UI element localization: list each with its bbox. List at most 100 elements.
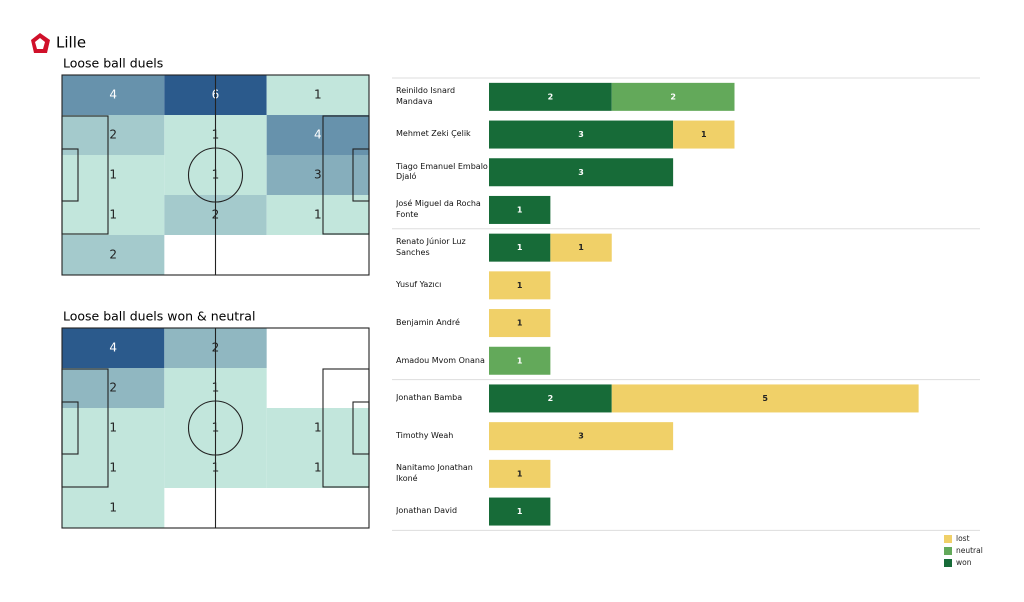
chart-title: Loose ball duels won & neutral xyxy=(63,309,255,324)
cell-label: 1 xyxy=(314,88,322,102)
category-label: Jonathan Bamba xyxy=(396,393,463,403)
cell-label: 1 xyxy=(109,208,117,222)
bar-segment xyxy=(489,82,612,111)
bar-label: 1 xyxy=(578,243,584,252)
cell-label: 3 xyxy=(314,168,322,182)
cell-label: 4 xyxy=(109,341,117,355)
heatmap: 4 22 11 1 11 1 11 xyxy=(61,327,370,529)
bar-label: 1 xyxy=(517,243,523,252)
cell-label: 1 xyxy=(109,501,117,515)
chart-title: Loose ball duels xyxy=(63,56,163,71)
bar-label: 2 xyxy=(548,92,554,101)
heat-cell xyxy=(62,115,165,155)
cell-label: 4 xyxy=(314,128,322,142)
cell-label: 1 xyxy=(109,461,117,475)
bar-segment xyxy=(550,233,612,262)
bar-label: 3 xyxy=(578,432,584,441)
category-label: Yusuf Yazıcı xyxy=(396,280,442,290)
bar-label: 1 xyxy=(517,281,523,290)
legend-swatch xyxy=(944,547,952,555)
heat-cell xyxy=(62,155,165,195)
bar-label: 1 xyxy=(517,507,523,516)
heat-cell xyxy=(62,328,165,368)
heat-cell xyxy=(62,195,165,235)
category-label: Nanitamo Jonathan Ikoné xyxy=(396,463,473,483)
bar-label: 5 xyxy=(762,394,768,403)
cell-label: 1 xyxy=(109,421,117,435)
category-label: Yusuf Yazıcı xyxy=(396,280,442,290)
bar-label: 1 xyxy=(517,205,523,214)
cell-label: 1 xyxy=(314,208,322,222)
category-label: Amadou Mvom Onana xyxy=(396,355,485,365)
pitch-line xyxy=(352,401,370,455)
category-label: Jonathan David xyxy=(396,506,458,516)
cell-label: 1 xyxy=(314,421,322,435)
bar-segment xyxy=(489,195,551,224)
heat-cell xyxy=(266,155,369,195)
category-label: Renato Júnior Luz Sanches xyxy=(396,237,466,257)
bar-label: 3 xyxy=(578,168,584,177)
cell-label: 1 xyxy=(109,168,117,182)
heat-cell xyxy=(62,75,165,115)
bar-segment xyxy=(611,384,919,413)
category-label: Tiago Emanuel Embalo Djaló xyxy=(396,161,488,182)
cell-label: 2 xyxy=(109,381,117,395)
bar-label: 1 xyxy=(701,130,707,139)
bar-segment xyxy=(489,459,551,488)
bar-segment xyxy=(489,233,551,262)
bar-segment xyxy=(489,346,551,375)
bar-segment xyxy=(673,120,735,149)
bar-label: 1 xyxy=(517,356,523,365)
bar-segment xyxy=(489,120,674,149)
heat-cell xyxy=(266,75,369,115)
category-label: Benjamin André xyxy=(396,317,460,327)
bar-segment xyxy=(489,422,674,451)
cell-label: 1 xyxy=(314,461,322,475)
bar-segment xyxy=(611,82,735,111)
category-label: Nanitamo Jonathan Ikoné xyxy=(396,463,473,483)
category-label: Amadou Mvom Onana xyxy=(396,355,485,365)
team-name: Lille xyxy=(56,34,86,52)
bar-label: 2 xyxy=(548,394,554,403)
cell-label: 4 xyxy=(109,88,117,102)
bar-label: 3 xyxy=(578,130,584,139)
bar-label: 1 xyxy=(517,319,523,328)
pitch-line xyxy=(187,400,244,456)
bar-segment xyxy=(489,158,674,187)
category-label: Benjamin André xyxy=(396,317,460,327)
heat-cell xyxy=(62,235,165,275)
legend-label: lost xyxy=(956,534,970,543)
heat-cell xyxy=(62,448,165,488)
category-label: Jonathan David xyxy=(396,506,458,516)
heat-cell xyxy=(266,115,369,155)
heat-cell xyxy=(266,195,369,235)
category-label: Jonathan Bamba xyxy=(396,393,463,403)
heatmap: 4 6 12 1 41 1 31 2 12 xyxy=(61,74,370,276)
legend-swatch xyxy=(944,559,952,567)
bar-segment xyxy=(489,309,551,338)
bar-label: 1 xyxy=(517,469,523,478)
category-label: Mehmet Zeki Çelik xyxy=(396,129,471,139)
category-label: José Miguel da Rocha Fonte xyxy=(396,199,481,219)
cell-label: 2 xyxy=(109,248,117,262)
legend-swatch xyxy=(944,535,952,543)
category-label: Reinildo Isnard Mandava xyxy=(396,86,456,106)
category-label: José Miguel da Rocha Fonte xyxy=(396,199,481,219)
category-label: Mehmet Zeki Çelik xyxy=(396,129,471,139)
legend-label: neutral xyxy=(956,546,983,555)
legend-label: won xyxy=(956,558,972,567)
category-label: Timothy Weah xyxy=(396,430,454,440)
pitch-line xyxy=(61,148,79,202)
pitch-line xyxy=(352,148,370,202)
bar-segment xyxy=(489,271,551,300)
bar-label: 2 xyxy=(670,92,676,101)
pitch-line xyxy=(61,401,79,455)
heat-cell xyxy=(62,368,165,408)
heat-cell xyxy=(62,408,165,448)
bar-segment xyxy=(489,384,612,413)
bar-chart: Reinildo Isnard Mandava 2 2 Mehmet Zeki Çel… xyxy=(392,77,983,567)
category-label: Reinildo Isnard Mandava xyxy=(396,86,456,106)
category-label: Renato Júnior Luz Sanches xyxy=(396,237,466,257)
bar-segment xyxy=(489,497,551,526)
